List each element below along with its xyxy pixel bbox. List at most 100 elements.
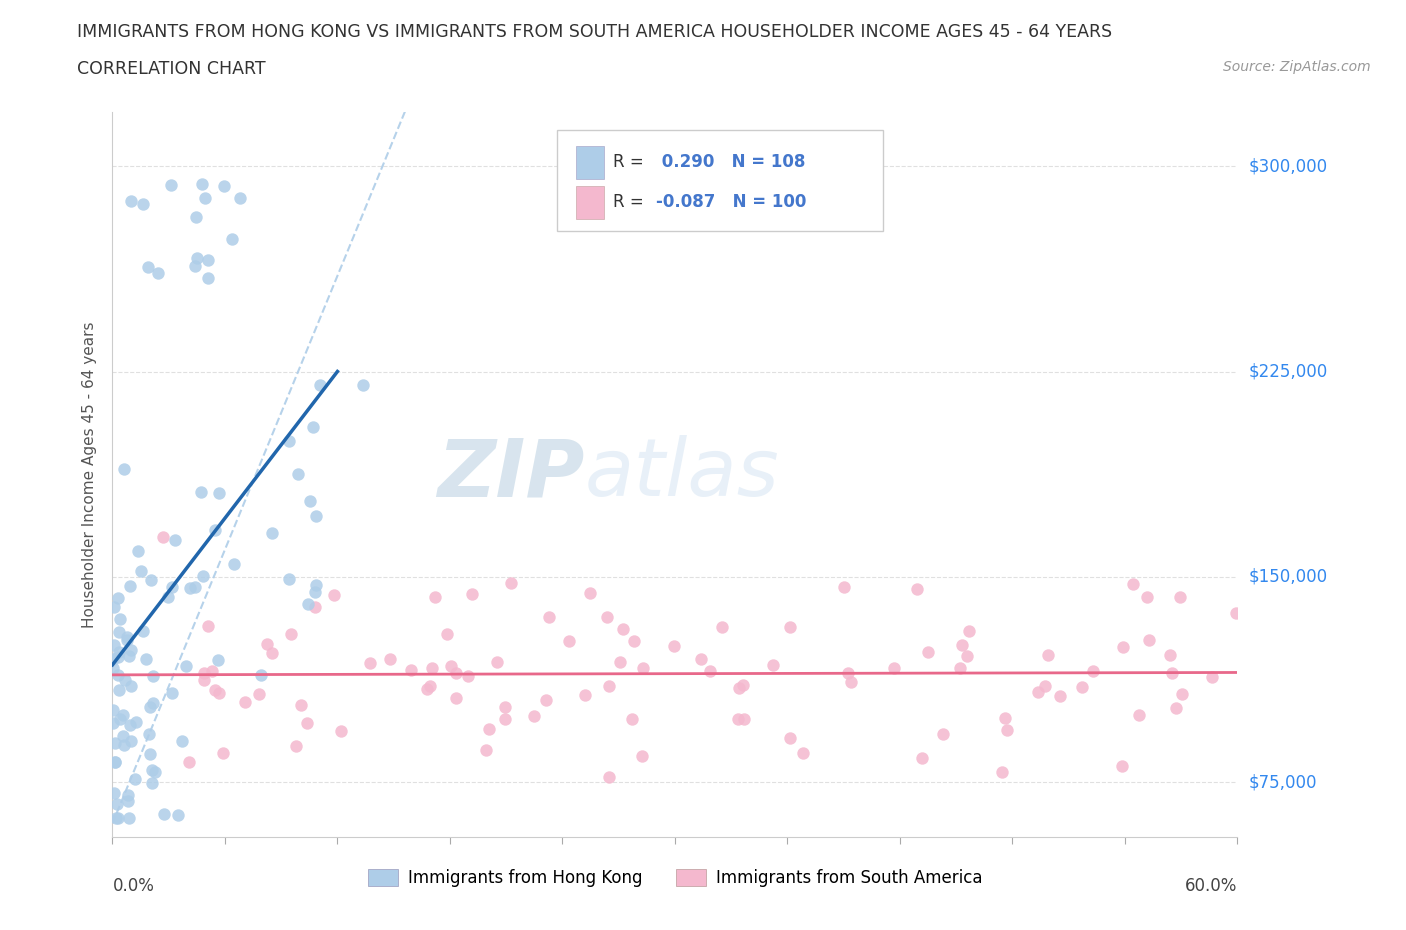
Point — [107, 667, 129, 682]
Point — [956, 648, 979, 663]
Point — [108, 625, 131, 640]
Point — [1128, 708, 1150, 723]
Point — [1111, 758, 1133, 773]
Point — [139, 573, 162, 588]
Point — [478, 721, 501, 736]
Point — [138, 746, 160, 761]
Point — [399, 662, 422, 677]
Point — [191, 569, 214, 584]
Point — [932, 726, 955, 741]
Point — [440, 658, 463, 673]
Point — [779, 730, 801, 745]
Point — [179, 581, 201, 596]
FancyBboxPatch shape — [557, 130, 883, 232]
Point — [172, 734, 194, 749]
Point — [309, 378, 332, 392]
Point — [186, 250, 208, 265]
Point — [250, 668, 273, 683]
Point — [197, 253, 219, 268]
Point — [120, 678, 142, 693]
Point — [143, 764, 166, 779]
Point — [792, 746, 814, 761]
Point — [256, 636, 278, 651]
Point — [598, 769, 620, 784]
Point — [1049, 688, 1071, 703]
Point — [420, 660, 443, 675]
Point — [727, 712, 749, 727]
Point — [160, 580, 183, 595]
Point — [117, 793, 139, 808]
Point — [141, 776, 163, 790]
Point — [120, 193, 142, 208]
Point — [193, 666, 215, 681]
Point — [153, 806, 176, 821]
Point — [208, 685, 231, 700]
Point — [115, 632, 138, 647]
Point — [152, 529, 174, 544]
Point — [139, 699, 162, 714]
Point — [105, 796, 128, 811]
Point — [204, 523, 226, 538]
Point — [132, 624, 155, 639]
Point — [330, 724, 353, 738]
Point — [762, 658, 785, 672]
Point — [179, 754, 201, 769]
Point — [103, 715, 125, 730]
Point — [1164, 700, 1187, 715]
Point — [990, 764, 1012, 779]
Point — [1083, 664, 1105, 679]
Text: Source: ZipAtlas.com: Source: ZipAtlas.com — [1223, 60, 1371, 74]
Point — [107, 650, 129, 665]
Point — [444, 665, 467, 680]
Point — [214, 179, 236, 193]
Point — [262, 645, 284, 660]
Text: R =: R = — [613, 153, 650, 171]
Text: ZIP: ZIP — [437, 435, 585, 513]
Bar — [576, 146, 605, 179]
Point — [224, 556, 246, 571]
Point — [197, 271, 219, 286]
Point — [1122, 577, 1144, 591]
Point — [278, 572, 301, 587]
Point — [995, 723, 1018, 737]
Text: $300,000: $300,000 — [1249, 157, 1327, 176]
Text: $225,000: $225,000 — [1249, 363, 1327, 380]
Point — [120, 734, 142, 749]
Point — [1033, 678, 1056, 693]
Point — [174, 658, 197, 673]
Point — [304, 585, 326, 600]
Bar — [576, 186, 605, 219]
Point — [221, 232, 243, 246]
Point — [183, 579, 205, 594]
Point — [165, 533, 187, 548]
Text: IMMIGRANTS FROM HONG KONG VS IMMIGRANTS FROM SOUTH AMERICA HOUSEHOLDER INCOME AG: IMMIGRANTS FROM HONG KONG VS IMMIGRANTS … — [77, 23, 1112, 41]
Point — [917, 644, 939, 659]
Point — [1136, 590, 1159, 604]
Point — [423, 590, 446, 604]
Point — [1036, 647, 1059, 662]
Point — [1168, 590, 1191, 604]
Point — [302, 419, 325, 434]
Point — [104, 736, 127, 751]
Point — [837, 666, 859, 681]
Point — [949, 660, 972, 675]
Point — [125, 715, 148, 730]
Text: $150,000: $150,000 — [1249, 568, 1327, 586]
Text: 60.0%: 60.0% — [1185, 877, 1237, 895]
Point — [104, 755, 127, 770]
Point — [108, 683, 131, 698]
Point — [1201, 670, 1223, 684]
Point — [193, 672, 215, 687]
Point — [598, 679, 620, 694]
Text: atlas: atlas — [585, 435, 780, 513]
Point — [208, 486, 231, 501]
Point — [260, 525, 283, 540]
Point — [538, 610, 561, 625]
Point — [499, 576, 522, 591]
Point — [103, 638, 125, 653]
Point — [247, 686, 270, 701]
Point — [620, 712, 643, 727]
Point — [290, 698, 312, 712]
Point — [157, 589, 180, 604]
Point — [280, 626, 302, 641]
